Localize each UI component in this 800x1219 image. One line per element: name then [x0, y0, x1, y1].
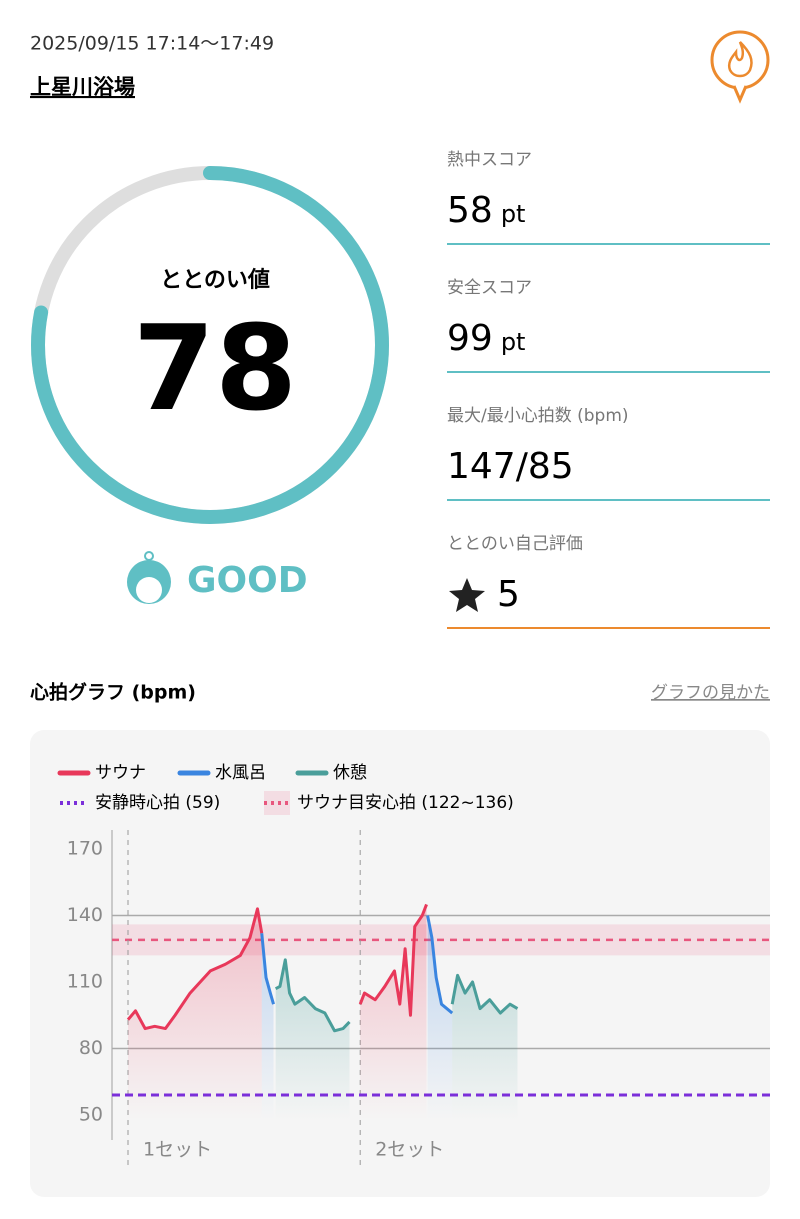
stat-value: 147/85: [447, 446, 574, 487]
rating: GOOD: [187, 560, 308, 601]
mascot-face: [136, 577, 162, 603]
stat-value: 58: [447, 190, 493, 231]
score-value: 78: [133, 299, 297, 437]
score-ring: [31, 166, 389, 524]
stat-label: ととのい自己評価: [447, 534, 583, 554]
set-label: 2セット: [375, 1139, 444, 1161]
area: [275, 959, 518, 1120]
legend-label: サウナ目安心拍 (122~136): [297, 793, 514, 813]
stat-value: 99: [447, 318, 493, 359]
y-tick-label: 50: [79, 1104, 103, 1126]
fire-icon[interactable]: [710, 30, 770, 104]
area: [261, 915, 453, 1120]
chart-title: 心拍グラフ (bpm): [30, 681, 196, 704]
legend-label: 安静時心拍 (59): [95, 793, 220, 813]
stat-unit: pt: [501, 200, 526, 228]
mascot: [127, 551, 171, 604]
line: [260, 915, 454, 1015]
line: [274, 958, 519, 1033]
y-tick-label: 110: [67, 971, 103, 993]
stat-value: 5: [497, 574, 520, 615]
stat-label: 熱中スコア: [447, 150, 532, 170]
y-tick-label: 170: [67, 838, 103, 860]
datetime: 2025/09/15 17:14〜17:49: [30, 33, 274, 55]
place[interactable]: 上星川浴場: [30, 75, 135, 99]
set-label: 1セット: [143, 1139, 212, 1161]
line: [126, 903, 428, 1031]
help-link[interactable]: グラフの見かた: [651, 683, 770, 703]
stats: 熱中スコア 58 pt 安全スコア 99 pt 最大/最小心拍数 (bpm) 147/85 とと…: [447, 150, 770, 629]
legend-label: 水風呂: [215, 763, 266, 783]
y-tick-label: 80: [79, 1037, 103, 1059]
y-tick-label: 140: [67, 904, 103, 926]
legend-label: サウナ: [95, 763, 146, 783]
icon-flame: [728, 41, 753, 78]
stat-label: 最大/最小心拍数 (bpm): [447, 406, 629, 426]
stat-unit: pt: [501, 328, 526, 356]
star: [449, 578, 485, 612]
mascot-knob: [144, 551, 154, 561]
area: [128, 904, 427, 1120]
stat-label: 安全スコア: [447, 278, 532, 298]
icon-tail: [732, 85, 748, 104]
legend-label: 休憩: [333, 763, 367, 783]
score-label: ととのい値: [160, 268, 270, 293]
